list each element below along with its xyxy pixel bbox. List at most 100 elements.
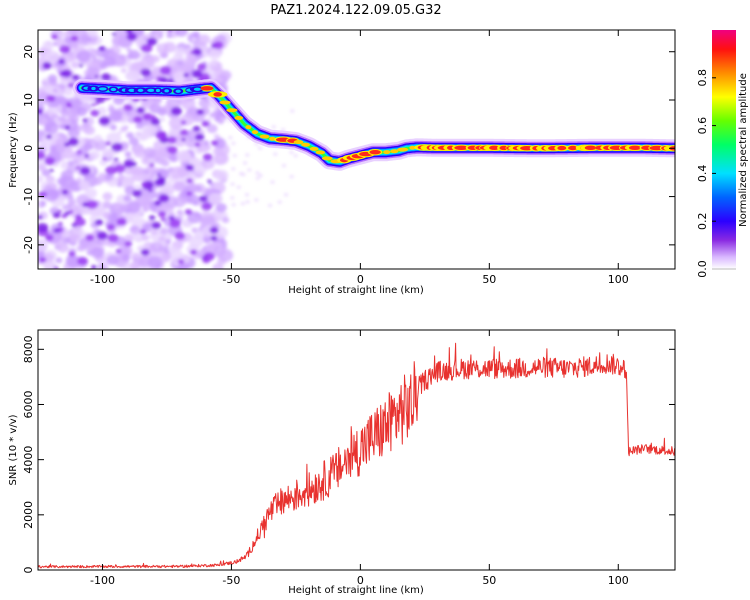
noise-cell <box>62 149 75 160</box>
x-tick-label: -100 <box>90 273 115 286</box>
noise-cell <box>44 157 56 166</box>
noise-cell <box>49 132 60 141</box>
noise-cell <box>98 45 106 52</box>
noise-cell <box>172 70 187 83</box>
noise-cell <box>123 165 136 176</box>
ridge-core-cell <box>259 134 270 139</box>
noise-cell <box>159 117 166 122</box>
noise-cell <box>139 132 150 141</box>
noise-cell <box>122 254 131 262</box>
noise-cell <box>51 34 58 40</box>
noise-cell <box>151 105 157 111</box>
noise-cell <box>131 252 142 262</box>
x-tick-label: 100 <box>608 574 629 587</box>
noise-cell <box>199 215 216 229</box>
noise-cell <box>196 109 205 115</box>
noise-cell <box>231 203 236 207</box>
noise-cell <box>101 147 115 159</box>
noise-cell <box>47 74 58 83</box>
ridge-core-cell <box>628 145 642 151</box>
noise-cell <box>170 166 186 180</box>
noise-speckles <box>38 30 298 269</box>
noise-cell <box>185 139 196 148</box>
noise-cell <box>213 152 229 165</box>
noise-cell <box>121 113 129 120</box>
noise-cell <box>255 176 260 180</box>
noise-cell <box>45 134 52 140</box>
noise-cell <box>92 176 103 186</box>
noise-cell <box>187 211 202 224</box>
noise-cell <box>124 233 135 243</box>
noise-cell <box>175 30 188 37</box>
noise-cell <box>213 134 220 140</box>
noise-cell <box>128 137 139 146</box>
chart-title: PAZ1.2024.122.09.05.G32 <box>270 3 441 18</box>
noise-cell <box>122 203 131 210</box>
bottom-y-axis-label: SNR (10 * v/v) <box>8 414 19 485</box>
y-tick-label: 4000 <box>22 446 35 474</box>
noise-cell <box>57 242 69 253</box>
ridge-layer <box>72 78 675 171</box>
y-tick-label: -10 <box>22 188 35 206</box>
noise-cell <box>165 239 171 244</box>
noise-cell <box>113 203 121 209</box>
noise-cell <box>243 161 248 165</box>
noise-cell <box>217 248 234 262</box>
colorbar-ticks: 0.0 0.2 0.4 0.6 0.8 <box>696 69 736 278</box>
noise-cell <box>141 182 147 187</box>
snr-series-line <box>38 342 675 569</box>
noise-cell <box>217 118 225 125</box>
noise-cell <box>148 189 153 193</box>
noise-cell <box>114 164 126 173</box>
noise-cell <box>232 154 237 158</box>
noise-cell <box>192 48 202 56</box>
noise-cell <box>57 221 63 226</box>
noise-cell <box>52 233 61 241</box>
noise-cell <box>146 55 155 63</box>
noise-cell <box>156 168 170 180</box>
noise-cell <box>38 215 43 220</box>
noise-cell <box>150 241 163 253</box>
noise-cell <box>108 104 114 109</box>
top-x-ticks: -100 -50 0 50 100 <box>90 30 629 286</box>
noise-cell <box>221 216 230 224</box>
noise-cell <box>247 168 252 172</box>
noise-cell <box>120 68 127 73</box>
noise-cell <box>160 217 166 222</box>
noise-cell <box>147 157 156 165</box>
noise-cell <box>208 49 221 60</box>
noise-cell <box>57 209 62 213</box>
noise-cell <box>100 73 111 81</box>
noise-cell <box>82 202 89 208</box>
noise-cell <box>96 231 108 240</box>
noise-cell <box>70 55 78 61</box>
noise-cell <box>45 174 54 182</box>
noise-cell <box>139 229 147 235</box>
noise-cell <box>213 67 224 76</box>
noise-cell <box>159 65 172 75</box>
heatmap-cells <box>38 30 298 269</box>
noise-cell <box>188 183 199 193</box>
noise-cell <box>67 198 76 205</box>
noise-cell <box>178 259 185 265</box>
snr-panel: -100 -50 0 50 100 0 2000 4000 6000 8000 Height o… <box>8 329 676 596</box>
ridge-core-cell <box>397 147 409 152</box>
noise-cell <box>58 115 66 123</box>
noise-cell <box>281 128 286 132</box>
noise-cell <box>62 87 74 97</box>
y-tick-label: 0 <box>22 567 35 574</box>
noise-cell <box>245 153 250 157</box>
ridge-core-cell <box>137 88 144 92</box>
noise-cell <box>68 209 74 214</box>
noise-cell <box>108 110 123 122</box>
top-x-axis-label: Height of straight line (km) <box>288 285 424 296</box>
y-tick-label: 2000 <box>22 501 35 529</box>
noise-cell <box>102 157 107 161</box>
noise-cell <box>220 116 225 120</box>
noise-cell <box>82 118 88 123</box>
noise-cell <box>157 173 162 177</box>
noise-cell <box>124 240 133 247</box>
ridge-core-cell <box>175 89 181 93</box>
noise-cell <box>203 236 211 244</box>
y-tick-label: -20 <box>22 236 35 254</box>
